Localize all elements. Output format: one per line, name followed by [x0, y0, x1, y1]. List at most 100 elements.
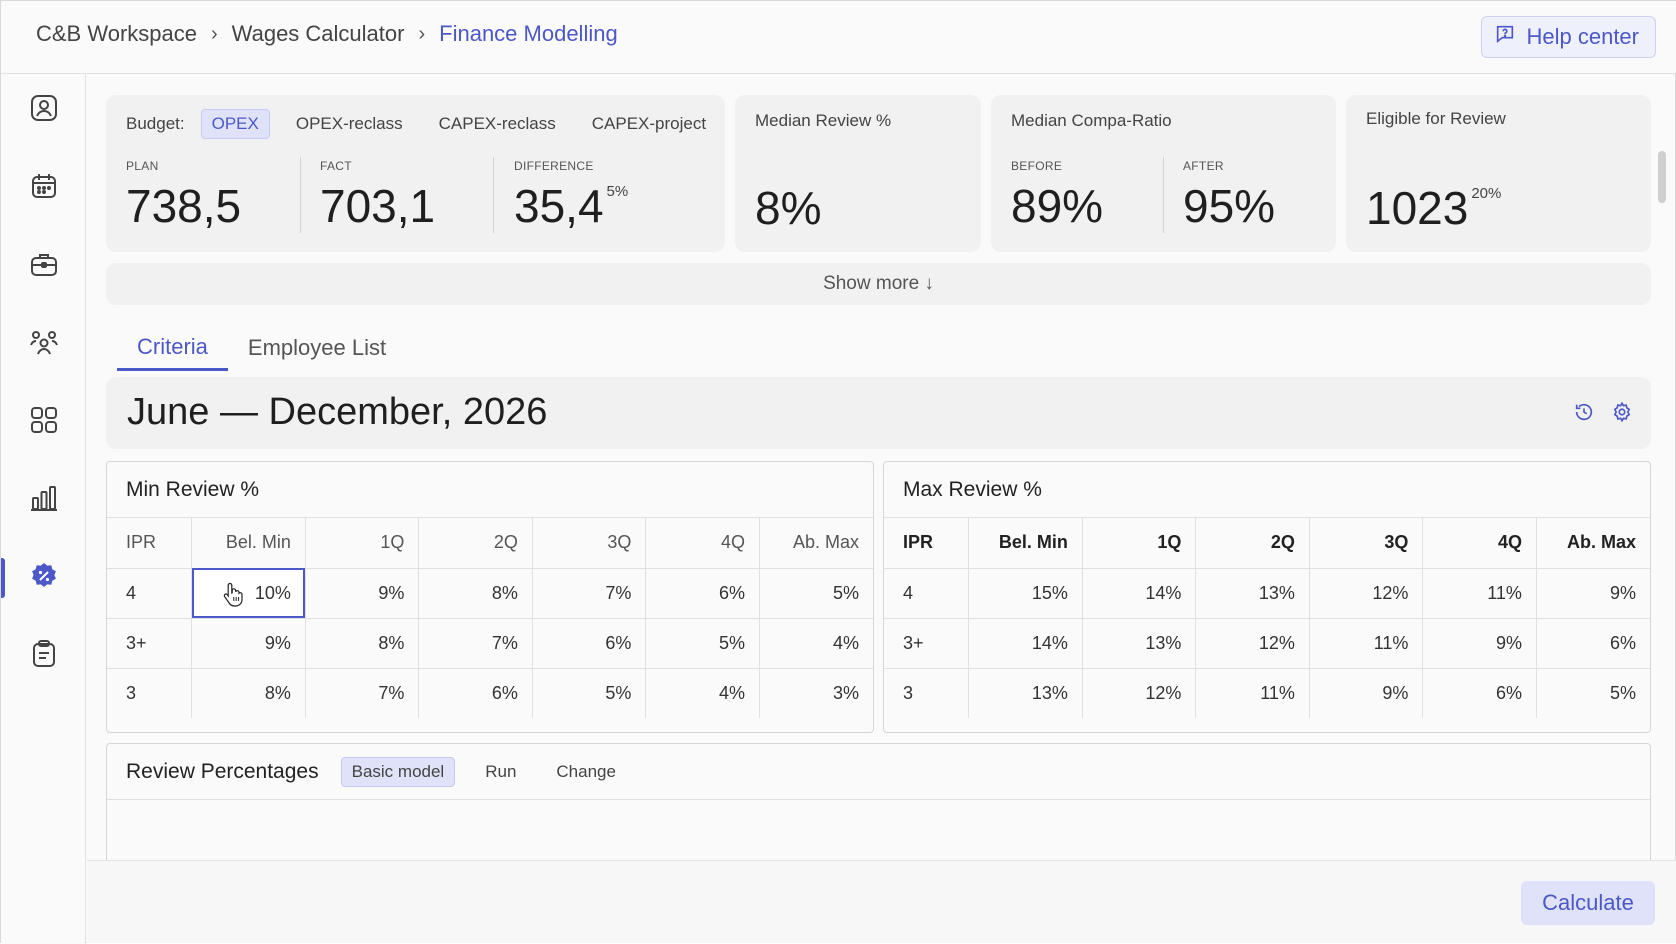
sidebar-nav — [1, 74, 86, 944]
history-icon[interactable] — [1573, 401, 1595, 428]
table-cell[interactable]: 3% — [832, 682, 859, 703]
profile-icon — [28, 92, 60, 129]
table-cell[interactable]: 5% — [759, 568, 873, 619]
table-cell[interactable]: 5% — [1609, 682, 1636, 703]
table-row: 3 13% 12% 11% 9% 6% 5% — [884, 668, 1650, 718]
table-cell[interactable]: 6% — [532, 618, 647, 669]
sidebar-item-calendar[interactable] — [1, 158, 86, 218]
column-header: IPR — [107, 518, 193, 569]
breadcrumb: C&B Workspace › Wages Calculator › Finan… — [36, 21, 618, 47]
table-cell[interactable]: 12% — [1195, 618, 1310, 669]
divider — [493, 157, 494, 233]
table-cell[interactable]: 7% — [418, 618, 533, 669]
column-header: Bel. Min — [968, 518, 1083, 569]
breadcrumb-workspace[interactable]: C&B Workspace — [36, 21, 197, 46]
chip-basic-model[interactable]: Basic model — [340, 756, 456, 787]
table-cell[interactable]: 6% — [418, 668, 533, 718]
table-cell[interactable]: 11% — [1422, 568, 1537, 619]
table-cell[interactable]: 9% — [305, 568, 420, 619]
table-cell[interactable]: 12% — [1309, 568, 1424, 619]
review-percentages-header: Review Percentages Basic model Run Chang… — [107, 744, 1650, 800]
table-row: 3+ 14% 13% 12% 11% 9% 6% — [884, 618, 1650, 669]
table-cell[interactable]: 6% — [645, 568, 760, 619]
table-cell[interactable]: 9% — [1536, 568, 1650, 619]
eligible-value-wrap: 1023 20% — [1366, 181, 1501, 235]
sidebar-item-grid[interactable] — [1, 392, 86, 452]
table-cell[interactable]: 8% — [305, 618, 420, 669]
table-row: 4 15% 14% 13% 12% 11% 9% — [884, 568, 1650, 619]
table-cell[interactable]: 14% — [968, 618, 1083, 669]
table-cell[interactable]: 7% — [305, 668, 420, 718]
bar-chart-icon — [28, 482, 60, 519]
budget-chip-capex-project[interactable]: CAPEX-project — [591, 114, 707, 133]
column-header: 4Q — [645, 518, 760, 569]
table-header-row: IPR Bel. Min 1Q 2Q 3Q 4Q Ab. Max — [107, 518, 873, 569]
table-cell[interactable]: 12% — [1082, 668, 1197, 718]
table-cell[interactable]: 11% — [1195, 668, 1310, 718]
column-header: 3Q — [532, 518, 647, 569]
calendar-icon — [28, 170, 60, 207]
tab-employee-list[interactable]: Employee List — [247, 335, 387, 360]
eligible-percent: 20% — [1471, 185, 1502, 202]
eligible-value: 1023 — [1366, 182, 1469, 234]
sidebar-item-analytics[interactable] — [1, 470, 86, 530]
sidebar-item-review[interactable] — [1, 548, 86, 608]
median-review-title: Median Review % — [755, 111, 892, 130]
sidebar-item-team[interactable] — [1, 314, 86, 374]
table-cell[interactable]: 6% — [1536, 618, 1650, 669]
difference-label: DIFFERENCE — [514, 159, 594, 173]
show-more-button[interactable]: Show more ↓ — [106, 263, 1651, 305]
period-bar: June — December, 2026 — [106, 377, 1651, 449]
table-cell[interactable]: 9% — [191, 618, 306, 669]
table-cell[interactable]: 5% — [532, 668, 647, 718]
calculate-button[interactable]: Calculate — [1521, 881, 1655, 925]
sidebar-item-briefcase[interactable] — [1, 236, 86, 296]
table-cell[interactable]: 14% — [1082, 568, 1197, 619]
percent-badge-icon — [28, 560, 60, 597]
ipr-cell: 4 — [884, 568, 970, 619]
fact-value: 703,1 — [320, 180, 436, 232]
table-cell[interactable]: 7% — [532, 568, 647, 619]
chip-change[interactable]: Change — [556, 761, 616, 781]
table-cell[interactable]: 11% — [1309, 618, 1424, 669]
budget-chip-opex[interactable]: OPEX — [200, 109, 270, 139]
table-cell[interactable]: 15% — [968, 568, 1083, 619]
tab-criteria[interactable]: Criteria — [117, 325, 228, 371]
column-header: 4Q — [1422, 518, 1537, 569]
table-cell[interactable]: 6% — [1422, 668, 1537, 718]
table-cell[interactable]: 13% — [1195, 568, 1310, 619]
tab-bar: Criteria Employee List — [117, 325, 406, 371]
help-center-button[interactable]: Help center — [1481, 16, 1656, 58]
table-cell[interactable]: 8% — [418, 568, 533, 619]
hand-cursor-icon — [222, 581, 244, 607]
sidebar-item-clipboard[interactable] — [1, 626, 86, 686]
table-cell[interactable]: 4% — [759, 618, 873, 669]
budget-chip-opex-reclass[interactable]: OPEX-reclass — [295, 114, 403, 133]
table-cell[interactable]: 9% — [1422, 618, 1537, 669]
period-title: June — December, 2026 — [127, 391, 548, 433]
budget-chip-capex-reclass[interactable]: CAPEX-reclass — [438, 114, 556, 133]
vertical-scrollbar[interactable] — [1658, 151, 1666, 203]
divider — [300, 157, 301, 233]
table-cell[interactable]: 4% — [645, 668, 760, 718]
review-percentages-panel: Review Percentages Basic model Run Chang… — [106, 743, 1651, 860]
table-cell[interactable]: 8% — [191, 668, 306, 718]
briefcase-icon — [28, 248, 60, 285]
column-header: 1Q — [1082, 518, 1197, 569]
chip-run[interactable]: Run — [485, 761, 517, 781]
table-cell[interactable]: 5% — [645, 618, 760, 669]
column-header: 3Q — [1309, 518, 1424, 569]
budget-card: Budget: OPEX OPEX-reclass CAPEX-reclass … — [106, 95, 725, 252]
table-cell[interactable]: 13% — [1082, 618, 1197, 669]
eligible-title: Eligible for Review — [1366, 109, 1506, 128]
table-cell[interactable]: 13% — [968, 668, 1083, 718]
budget-chips: Budget: OPEX OPEX-reclass CAPEX-reclass … — [126, 109, 716, 139]
column-header: IPR — [884, 518, 970, 569]
breadcrumb-wages-calculator[interactable]: Wages Calculator — [231, 21, 405, 46]
table-cell-selected[interactable]: 10% — [191, 568, 306, 619]
gear-icon[interactable] — [1611, 401, 1633, 428]
before-value: 89% — [1011, 180, 1104, 232]
sidebar-item-profile[interactable] — [1, 80, 86, 140]
table-cell[interactable]: 9% — [1309, 668, 1424, 718]
